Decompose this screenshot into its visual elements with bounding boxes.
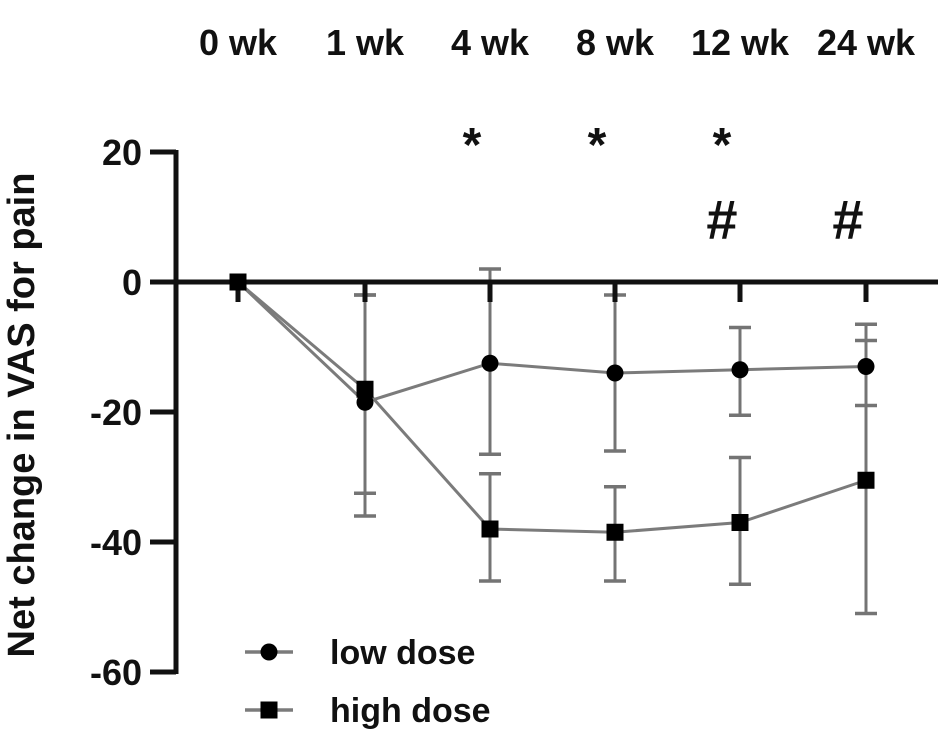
annotation-hash: # — [832, 188, 863, 251]
category-label: 1 wk — [326, 22, 405, 63]
y-tick-label: 0 — [122, 262, 142, 303]
marker-square-high-dose — [731, 514, 749, 531]
annotation-asterisk: * — [713, 119, 732, 172]
marker-square-high-dose — [606, 523, 624, 541]
y-tick-label: -60 — [90, 652, 142, 693]
category-label: 4 wk — [451, 22, 530, 63]
y-tick-label: -40 — [90, 522, 142, 563]
marker-square-high-dose — [356, 380, 374, 398]
marker-square-high-dose — [229, 273, 247, 291]
category-label: 24 wk — [817, 22, 916, 63]
marker-circle-low-dose — [356, 393, 374, 411]
annotation-asterisk: * — [463, 119, 482, 172]
legend-label-low-dose: low dose — [330, 634, 475, 672]
series-line-high-dose — [237, 280, 867, 534]
marker-circle-low-dose — [481, 354, 499, 372]
annotation-hash: # — [706, 188, 737, 251]
annotation-asterisk: * — [588, 119, 607, 172]
series-line-low-dose — [236, 280, 867, 404]
marker-circle-low-dose — [731, 361, 749, 379]
category-label: 0 wk — [199, 22, 278, 63]
legend-label-high-dose: high dose — [330, 692, 491, 730]
y-axis-title: Net change in VAS for pain — [1, 173, 43, 658]
y-tick-label: -20 — [90, 392, 142, 433]
marker-circle-low-dose — [606, 364, 624, 382]
category-label: 12 wk — [691, 22, 790, 63]
marker-circle-low-dose — [857, 358, 875, 375]
legend-marker-circle — [260, 643, 278, 661]
legend-marker-square — [260, 701, 278, 719]
marker-square-high-dose — [481, 520, 499, 538]
y-tick-label: 20 — [102, 132, 142, 173]
marker-square-high-dose — [857, 471, 875, 489]
category-label: 8 wk — [576, 22, 655, 63]
